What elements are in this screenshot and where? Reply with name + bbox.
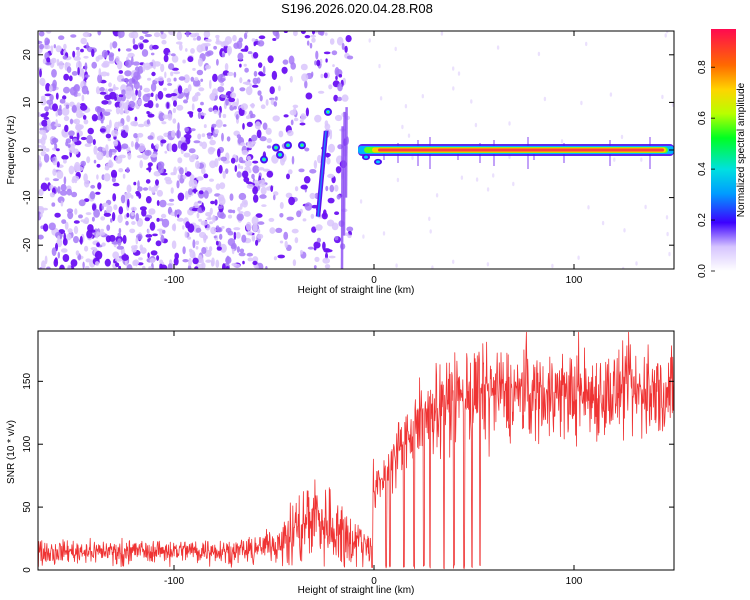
spectrogram-x-label: Height of straight line (km): [298, 285, 415, 296]
snr-y-tick-label: 150: [22, 373, 33, 390]
colorbar-tick-label: 0.6: [697, 111, 708, 125]
spectrogram-noise: [38, 31, 674, 269]
snr-frame: [37, 330, 675, 571]
colorbar-tick-label: 0.0: [697, 264, 708, 278]
snr-y-label: SNR (10 * v/v): [6, 420, 17, 484]
snr-y-tick-label: 50: [22, 501, 33, 513]
snr-series-line: [38, 331, 674, 570]
snr-x-label: Height of straight line (km): [298, 585, 415, 596]
colorbar-tick-label: 0.8: [697, 60, 708, 74]
colorbar-label: Normalized spectral amplitude: [736, 82, 747, 217]
spectrogram-x-tick-label: 100: [566, 275, 583, 286]
snr-x-tick-label: 100: [566, 576, 583, 587]
colorbar: 0.0 0.2 0.4 0.6 0.8 Normalized spectral ampl…: [697, 29, 747, 278]
colorbar-gradient: [711, 29, 736, 271]
spectrogram-content: [38, 31, 674, 269]
snr-x-tick-label: -100: [164, 576, 184, 587]
spectrogram-x-tick-label: 0: [371, 275, 377, 286]
snr-axes: -100 0 100 0 50 100 150: [22, 331, 674, 587]
spectrogram-y-tick-label: -20: [22, 238, 33, 253]
colorbar-ticks: 0.0 0.2 0.4 0.6 0.8: [697, 60, 715, 278]
spectrogram-y-tick-label: 20: [22, 49, 33, 61]
snr-x-tick-label: 0: [371, 576, 377, 587]
spectrogram-y-label: Frequency (Hz): [6, 116, 17, 185]
colorbar-tick-label: 0.4: [697, 162, 708, 176]
snr-content: [38, 331, 674, 570]
colorbar-tick-label: 0.2: [697, 213, 708, 227]
snr-panel: -100 0 100 0 50 100 150 Height of straight lin…: [6, 330, 675, 596]
spectrogram-y-tick-label: 10: [22, 96, 33, 108]
snr-y-tick-label: 100: [22, 435, 33, 452]
figure-title: S196.2026.020.04.28.R08: [281, 1, 433, 16]
snr-y-tick-label: 0: [22, 567, 33, 573]
spectrogram-coherent-line: [358, 137, 674, 169]
spectrogram-y-tick-label: -10: [22, 190, 33, 205]
spectrogram-streaks: [260, 107, 348, 269]
spectrogram-x-tick-label: -100: [164, 275, 184, 286]
spectrogram-y-tick-label: 0: [22, 147, 33, 153]
